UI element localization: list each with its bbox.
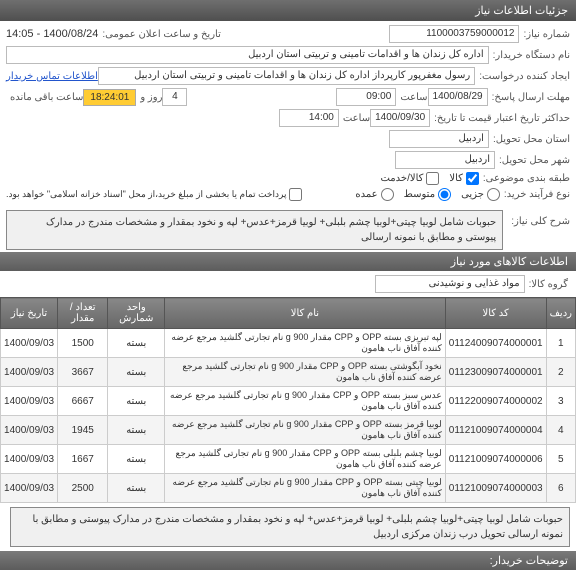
table-row[interactable]: 601121009074000003لوبیا چیتی بسته OPP و …: [1, 474, 576, 503]
cell-qty: 1945: [58, 416, 108, 445]
group-value: مواد غذایی و نوشیدنی: [375, 275, 525, 293]
col-code: کد کالا: [445, 298, 546, 329]
desc-label: شرح کلی نیاز:: [511, 210, 570, 227]
group-label: گروه کالا:: [529, 279, 568, 290]
items-table: ردیف کد کالا نام کالا واحد شمارش تعداد /…: [0, 297, 576, 503]
cell-date: 1400/09/03: [1, 387, 58, 416]
col-date: تاریخ نیاز: [1, 298, 58, 329]
cell-row: 1: [546, 329, 575, 358]
col-name: نام کالا: [165, 298, 446, 329]
cell-unit: بسته: [108, 387, 165, 416]
page-title: جزئیات اطلاعات نیاز: [475, 5, 568, 17]
cell-date: 1400/09/03: [1, 445, 58, 474]
payment-note-chk[interactable]: پرداخت تمام یا بخشی از مبلغ خرید،از محل …: [6, 188, 302, 201]
cell-row: 3: [546, 387, 575, 416]
cell-code: 01121009074000006: [445, 445, 546, 474]
col-row: ردیف: [546, 298, 575, 329]
province-label: استان محل تحویل:: [493, 134, 570, 145]
cell-row: 5: [546, 445, 575, 474]
max-valid-date: 1400/09/30: [370, 109, 430, 127]
remain-label: ساعت باقی مانده: [10, 92, 83, 103]
col-unit: واحد شمارش: [108, 298, 165, 329]
form-area: شماره نیاز: 1100003759000012 تاریخ و ساع…: [0, 21, 576, 208]
cell-code: 01122009074000002: [445, 387, 546, 416]
cell-name: لوبیا چشم بلبلی بسته OPP و CPP مقدار 900…: [165, 445, 446, 474]
announce-value: 1400/08/24 - 14:05: [6, 28, 98, 40]
need-no-value: 1100003759000012: [389, 25, 519, 43]
table-row[interactable]: 101124009074000001لپه تبریزی بسته OPP و …: [1, 329, 576, 358]
buyer-label: نام دستگاه خریدار:: [493, 50, 570, 61]
hour-label-1: ساعت: [400, 92, 427, 103]
cell-date: 1400/09/03: [1, 474, 58, 503]
cell-date: 1400/09/03: [1, 329, 58, 358]
footer-description: حبوبات شامل لوبیا چیتی+لوبیا چشم بلبلی+ …: [10, 507, 570, 547]
cell-qty: 3667: [58, 358, 108, 387]
contact-link[interactable]: اطلاعات تماس خریدار: [6, 71, 98, 82]
city-label: شهر محل تحویل:: [499, 155, 570, 166]
cell-row: 6: [546, 474, 575, 503]
cell-unit: بسته: [108, 474, 165, 503]
city-value: اردبیل: [395, 151, 495, 169]
announce-label: تاریخ و ساعت اعلان عمومی:: [102, 29, 221, 40]
table-row[interactable]: 401121009074000004لوبیا قرمز بسته OPP و …: [1, 416, 576, 445]
process-label: نوع فرآیند خرید:: [504, 189, 570, 200]
col-qty: تعداد / مقدار: [58, 298, 108, 329]
need-no-label: شماره نیاز:: [523, 29, 570, 40]
cell-name: لپه تبریزی بسته OPP و CPP مقدار 900 g نا…: [165, 329, 446, 358]
packing-chk-goods[interactable]: کالا: [449, 172, 479, 185]
table-row[interactable]: 201123009074000001نخود آبگوشتی بسته OPP …: [1, 358, 576, 387]
proc-radio-low[interactable]: جزیی: [461, 188, 500, 201]
cell-date: 1400/09/03: [1, 358, 58, 387]
cell-name: لوبیا قرمز بسته OPP و CPP مقدار 900 g نا…: [165, 416, 446, 445]
packing-chk-service[interactable]: کالا/خدمت: [380, 172, 439, 185]
cell-code: 01121009074000004: [445, 416, 546, 445]
hour-label-2: ساعت: [343, 113, 370, 124]
cell-unit: بسته: [108, 445, 165, 474]
buyer-notes-header: توضیحات خریدار:: [0, 551, 576, 570]
deadline-date: 1400/08/29: [428, 88, 488, 106]
cell-qty: 1667: [58, 445, 108, 474]
packing-label: طبقه بندی موضوعی:: [483, 173, 570, 184]
countdown-timer: 18:24:01: [83, 89, 136, 106]
proc-radio-mid[interactable]: متوسط: [404, 188, 451, 201]
items-section-title: اطلاعات کالاهای مورد نیاز: [451, 256, 568, 268]
table-row[interactable]: 501121009074000006لوبیا چشم بلبلی بسته O…: [1, 445, 576, 474]
cell-qty: 1500: [58, 329, 108, 358]
cell-name: لوبیا چیتی بسته OPP و CPP مقدار 900 g نا…: [165, 474, 446, 503]
cell-name: نخود آبگوشتی بسته OPP و CPP مقدار 900 g …: [165, 358, 446, 387]
days-value: 4: [162, 88, 187, 106]
max-valid-label: حداکثر تاریخ اعتبار قیمت تا تاریخ:: [434, 113, 570, 124]
province-value: اردبیل: [389, 130, 489, 148]
cell-unit: بسته: [108, 358, 165, 387]
deadline-time: 09:00: [336, 88, 396, 106]
buyer-value: اداره کل زندان ها و اقدامات تامینی و ترب…: [6, 46, 489, 64]
deadline-label: مهلت ارسال پاسخ:: [492, 92, 570, 103]
cell-row: 2: [546, 358, 575, 387]
days-label: روز و: [140, 92, 162, 103]
cell-code: 01123009074000001: [445, 358, 546, 387]
need-description: حبوبات شامل لوبیا چیتی+لوبیا چشم بلبلی+ …: [6, 210, 503, 250]
max-valid-time: 14:00: [279, 109, 339, 127]
page-header: جزئیات اطلاعات نیاز: [0, 0, 576, 21]
creator-value: رسول مغفرپور کارپرداز اداره کل زندان ها …: [98, 67, 475, 85]
creator-label: ایجاد کننده درخواست:: [479, 71, 570, 82]
cell-unit: بسته: [108, 329, 165, 358]
cell-name: عدس سبز بسته OPP و CPP مقدار 900 g نام ت…: [165, 387, 446, 416]
cell-qty: 6667: [58, 387, 108, 416]
table-row[interactable]: 301122009074000002عدس سبز بسته OPP و CPP…: [1, 387, 576, 416]
cell-qty: 2500: [58, 474, 108, 503]
proc-radio-large[interactable]: عمده: [355, 188, 393, 201]
items-section-header: اطلاعات کالاهای مورد نیاز: [0, 252, 576, 271]
cell-code: 01121009074000003: [445, 474, 546, 503]
cell-row: 4: [546, 416, 575, 445]
cell-unit: بسته: [108, 416, 165, 445]
cell-code: 01124009074000001: [445, 329, 546, 358]
cell-date: 1400/09/03: [1, 416, 58, 445]
